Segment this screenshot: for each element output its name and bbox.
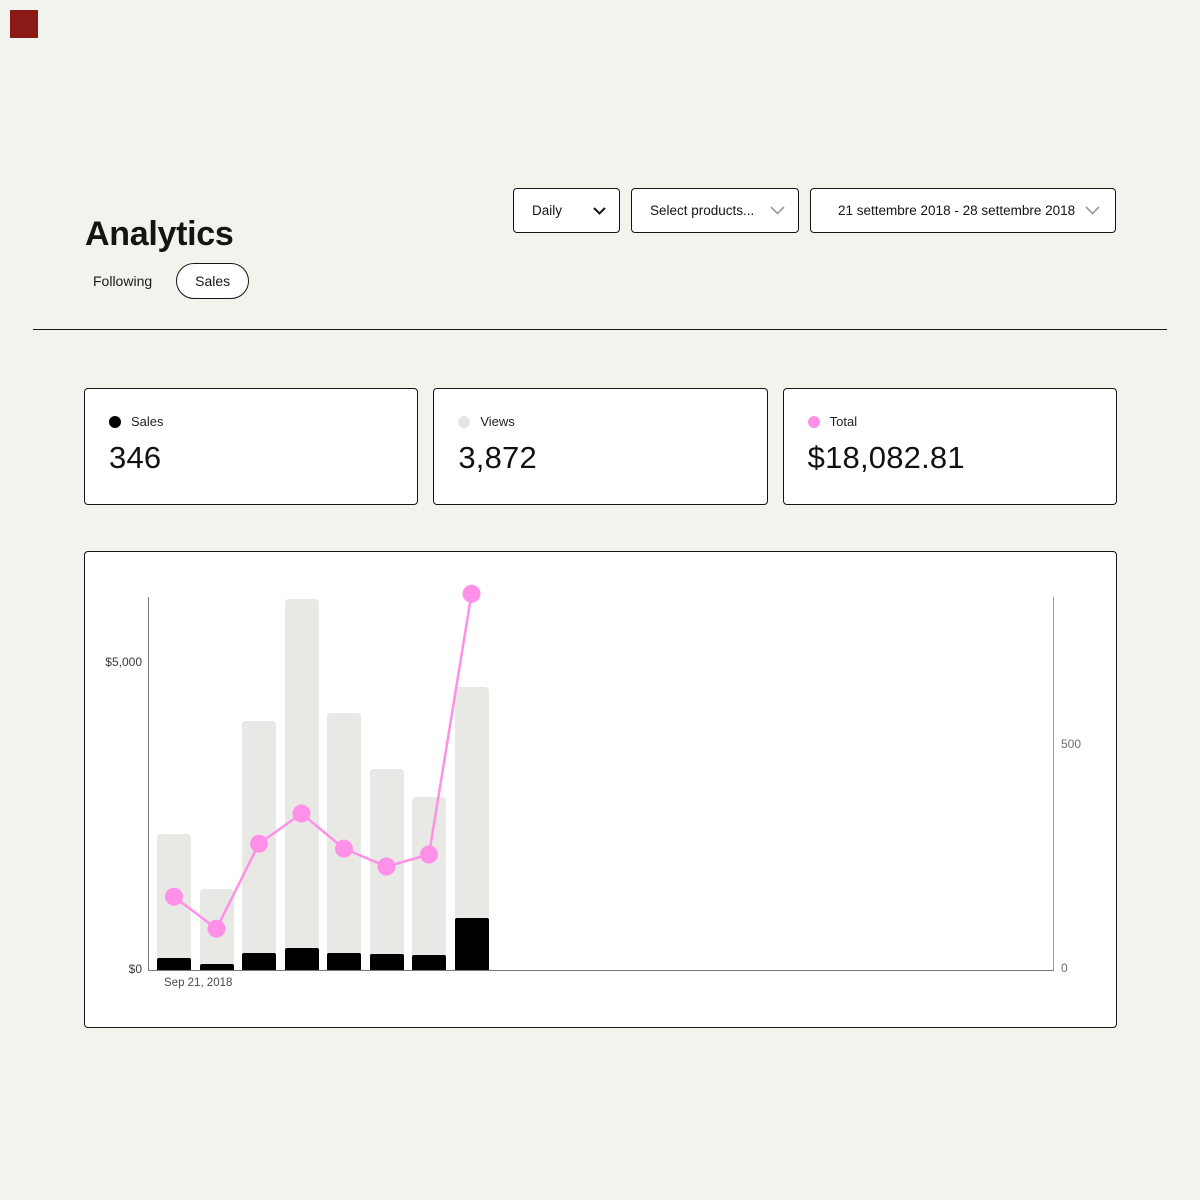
sales-dot-icon [109, 415, 121, 428]
header-divider [33, 329, 1167, 330]
total-point [462, 584, 481, 603]
total-line-chart [165, 584, 481, 938]
total-point [420, 845, 438, 864]
x-axis-date-label: Sep 21, 2018 [164, 977, 233, 989]
chart-plot-area: $5,000 $0 500 0 Sep 21, 2018 [85, 552, 1116, 1027]
stat-cards: Sales 346 Views 3,872 Total $18,082.81 [84, 388, 1117, 505]
tab-sales[interactable]: Sales [176, 263, 250, 299]
left-axis-tick-5000: $5,000 [105, 655, 142, 669]
analytics-chart-card: $5,000 $0 500 0 Sep 21, 2018 [84, 551, 1117, 1028]
views-stat-value: 3,872 [458, 440, 537, 475]
date-range-value: 21 settembre 2018 - 28 settembre 2018 [838, 203, 1076, 218]
sales-stat-value: 346 [109, 440, 162, 475]
chevron-down-icon [770, 206, 785, 215]
total-point [377, 857, 396, 876]
brand-square-logo[interactable] [10, 10, 38, 38]
page-title: Analytics [85, 214, 234, 253]
sales-bar [412, 955, 446, 970]
sales-stat-label: Sales [131, 414, 164, 429]
x-axis [148, 970, 1054, 971]
sales-bar [199, 964, 234, 970]
sales-stat-card: Sales 346 [84, 388, 419, 505]
sales-bar [369, 954, 404, 970]
views-dot-icon [458, 415, 471, 428]
views-stat-label: Views [480, 414, 515, 429]
left-y-axis [148, 597, 149, 970]
total-point [165, 887, 183, 906]
total-point [207, 919, 226, 938]
sales-bar [454, 918, 489, 970]
right-axis-tick-0: 0 [1061, 961, 1068, 975]
total-stat-card: Total $18,082.81 [782, 388, 1117, 505]
products-select[interactable]: Select products... [631, 188, 799, 233]
total-dot-icon [807, 415, 820, 428]
date-range-select[interactable]: 21 settembre 2018 - 28 settembre 2018 [810, 188, 1116, 233]
sales-bar [327, 953, 361, 970]
right-axis-tick-500: 500 [1061, 737, 1082, 751]
filter-bar: Daily Select products... 21 settembre 20… [513, 188, 1116, 233]
total-point [335, 839, 353, 858]
period-select[interactable]: Daily [513, 188, 620, 233]
products-select-placeholder: Select products... [650, 203, 755, 218]
right-y-axis [1053, 597, 1054, 970]
period-select-value: Daily [532, 203, 563, 218]
views-stat-card: Views 3,872 [433, 388, 768, 505]
views-bar [412, 797, 446, 970]
sales-bar [157, 958, 191, 970]
total-stat-value: $18,082.81 [807, 440, 965, 475]
chevron-down-icon [593, 206, 606, 215]
chevron-down-icon [1085, 206, 1100, 215]
views-bar [284, 599, 319, 970]
sales-bar [242, 952, 276, 970]
total-point [292, 804, 311, 823]
sales-bar [284, 947, 319, 970]
total-point [250, 834, 268, 853]
left-axis-tick-0: $0 [128, 962, 142, 976]
total-stat-label: Total [829, 414, 858, 429]
view-tabs: Following Sales [93, 263, 250, 299]
tab-following[interactable]: Following [93, 273, 153, 289]
total-line [173, 593, 473, 931]
